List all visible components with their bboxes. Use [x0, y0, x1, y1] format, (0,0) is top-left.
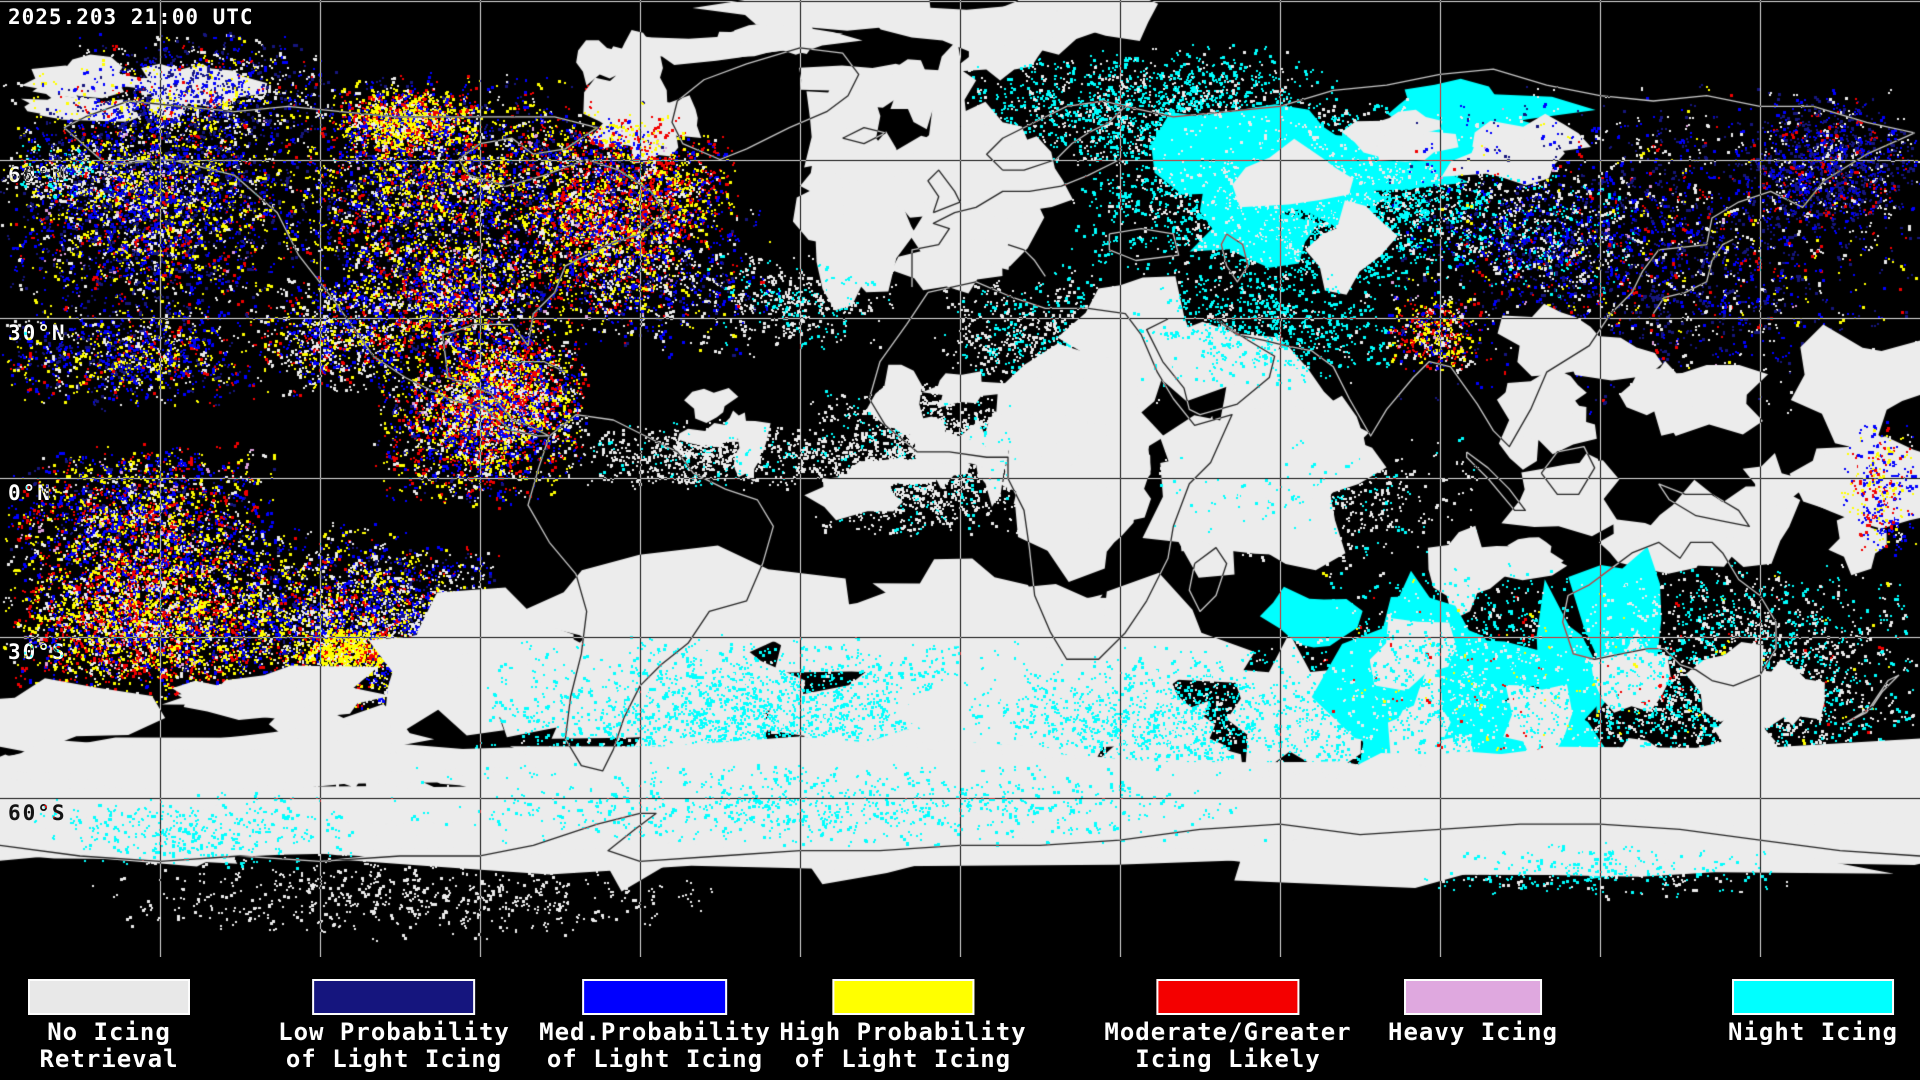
legend-label-line2: Icing Likely: [1135, 1045, 1321, 1073]
legend-bar: No Icing Retrieval Low Probability of Li…: [0, 957, 1920, 1080]
legend-item-high-probability: High Probability of Light Icing: [779, 979, 1026, 1073]
legend-label-line1: Heavy Icing: [1388, 1018, 1558, 1046]
legend-swatch-heavy-icing: [1403, 979, 1542, 1015]
legend-label-line1: Moderate/Greater: [1104, 1018, 1352, 1046]
legend-swatch-moderate-greater: [1156, 979, 1300, 1015]
legend-label-line2: of Light Icing: [285, 1045, 503, 1073]
lat-label-0n: 0°N: [8, 481, 52, 505]
lat-label-60s: 60°S: [8, 801, 67, 825]
world-icing-map-canvas: [0, 0, 1920, 957]
legend-swatch-med-probability: [582, 979, 728, 1015]
legend-swatch-low-probability: [312, 979, 476, 1015]
legend-label-line1: Night Icing: [1728, 1018, 1898, 1046]
lat-label-60n: 60°N: [8, 163, 67, 187]
legend-swatch-no-icing: [28, 979, 190, 1015]
legend-item-heavy-icing: Heavy Icing: [1388, 979, 1558, 1046]
legend-swatch-night-icing: [1731, 979, 1894, 1015]
legend-label-line2: of Light Icing: [546, 1045, 764, 1073]
legend-label-line1: Low Probability: [278, 1018, 510, 1046]
legend-item-no-icing: No Icing Retrieval: [28, 979, 190, 1073]
legend-item-low-probability: Low Probability of Light Icing: [278, 979, 510, 1073]
legend-label-line2: Retrieval: [39, 1045, 179, 1073]
legend-item-night-icing: Night Icing: [1728, 979, 1898, 1046]
lat-label-30n: 30°N: [8, 321, 67, 345]
legend-label-line2: of Light Icing: [794, 1045, 1012, 1073]
legend-item-moderate-greater: Moderate/Greater Icing Likely: [1104, 979, 1351, 1073]
legend-item-med-probability: Med.Probability of Light Icing: [539, 979, 771, 1073]
timestamp-label: 2025.203 21:00 UTC: [8, 5, 254, 29]
lat-label-30s: 30°S: [8, 640, 67, 664]
legend-swatch-high-probability: [832, 979, 974, 1015]
legend-label-line1: Med.Probability: [539, 1018, 771, 1046]
legend-label-line1: No Icing: [47, 1018, 171, 1046]
legend-label-line1: High Probability: [779, 1018, 1027, 1046]
